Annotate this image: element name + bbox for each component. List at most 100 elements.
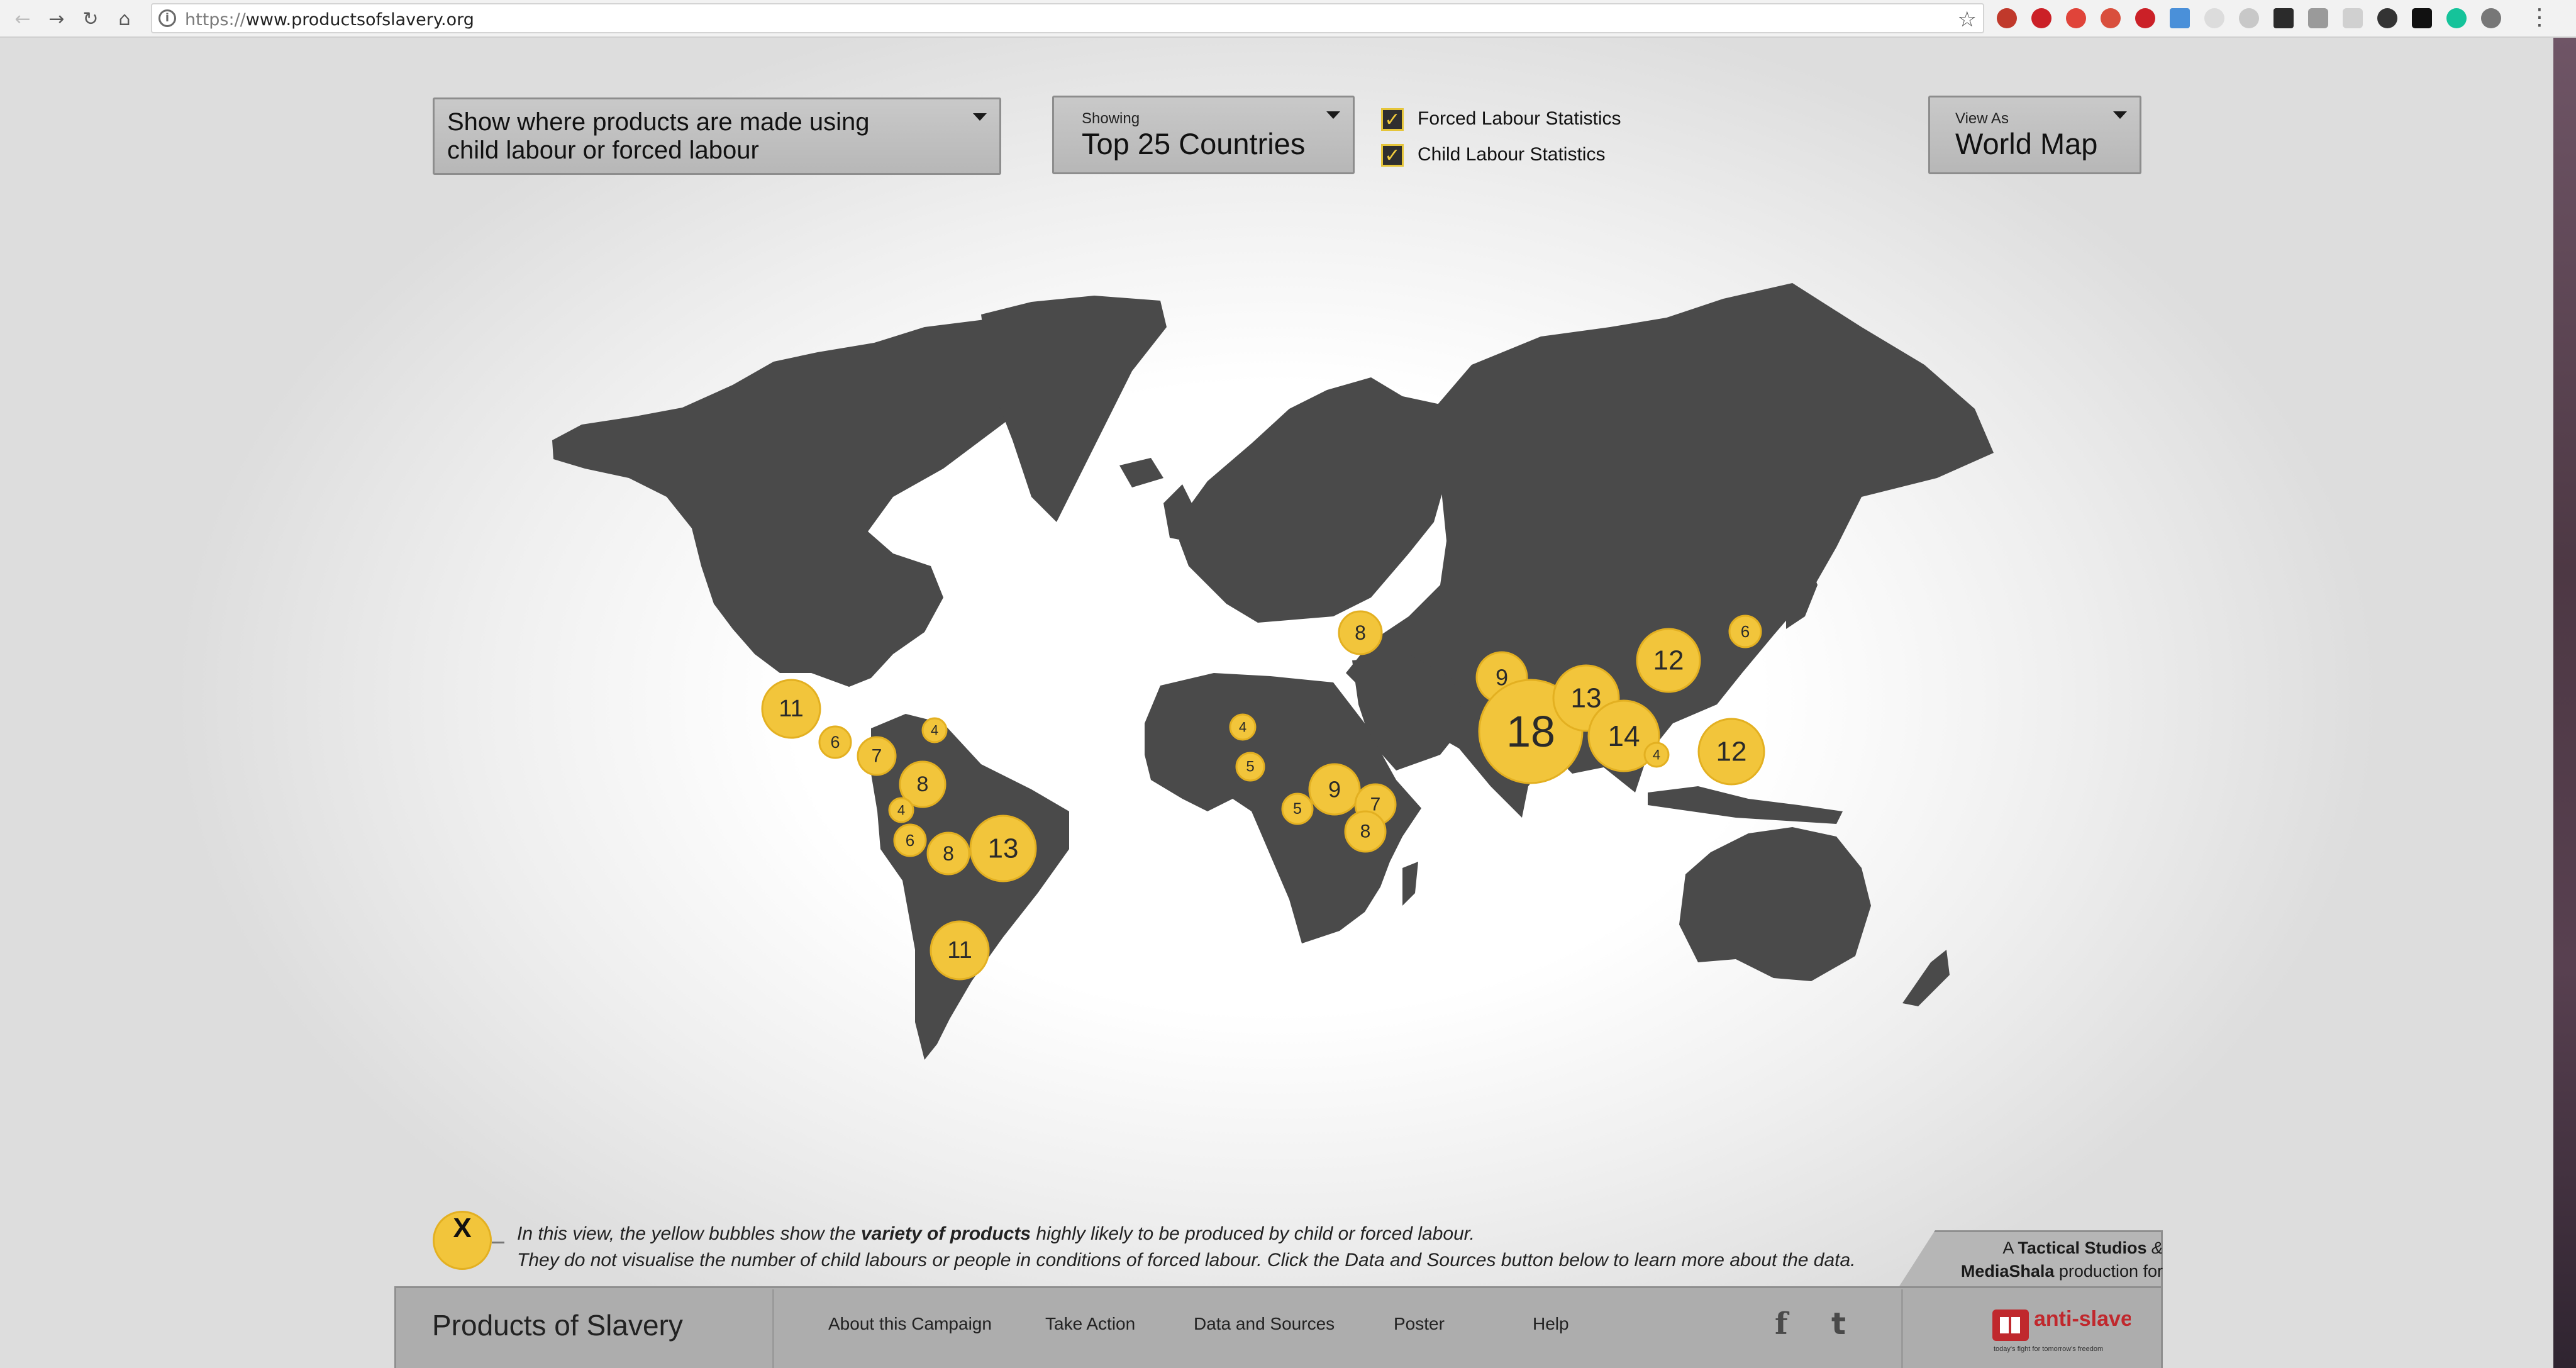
bubble-west-africa[interactable]	[1229, 713, 1257, 741]
bubble-label: 11	[779, 696, 803, 722]
reload-icon[interactable]: ↻	[82, 8, 99, 30]
bubble-label: 13	[1571, 683, 1602, 714]
view-as-dropdown[interactable]: View As World Map	[1928, 96, 2141, 174]
nav-data-and-sources[interactable]: Data and Sources	[1194, 1314, 1335, 1333]
grammarly-icon[interactable]	[2446, 8, 2467, 28]
bubble-central-africa[interactable]	[1281, 792, 1314, 825]
download-icon[interactable]	[2170, 8, 2190, 28]
twitter-icon[interactable]: t	[1831, 1306, 1846, 1342]
camera-icon[interactable]	[2343, 8, 2363, 28]
credit-text: A Tactical Studios & MediaShala producti…	[1960, 1238, 2163, 1281]
filter-dropdown[interactable]: Show where products are made using child…	[433, 97, 1001, 175]
bubble-mexico[interactable]	[761, 679, 821, 739]
arabia-shape[interactable]	[1352, 654, 1465, 770]
forward-arrow-icon[interactable]: →	[48, 8, 65, 30]
back-arrow-icon[interactable]: ←	[14, 8, 31, 30]
anti-slavery-logo[interactable]: anti-slavery today's fight for tomorrow'…	[1991, 1303, 2131, 1355]
credit-studio-1[interactable]: Tactical Studios	[2018, 1238, 2147, 1257]
browser-menu-icon[interactable]: ⋮	[2528, 4, 2551, 30]
bubble-east-africa[interactable]	[1344, 810, 1387, 853]
camera-icon[interactable]	[2308, 8, 2328, 28]
bubble-myanmar[interactable]	[1587, 699, 1660, 772]
new-zealand-shape[interactable]	[1902, 950, 1950, 1006]
credit-studio-2[interactable]: MediaShala	[1960, 1262, 2055, 1281]
europe-shape[interactable]	[1179, 377, 1446, 623]
shield-icon[interactable]	[2066, 8, 2086, 28]
japan-shape[interactable]	[1786, 553, 1818, 629]
legend-connector	[492, 1242, 504, 1243]
bird-icon[interactable]	[2273, 8, 2294, 28]
bubble-label: 5	[1246, 759, 1254, 776]
bubble-central-america[interactable]	[857, 736, 897, 776]
bubble-label: 4	[1239, 720, 1246, 735]
site-brand[interactable]: Products of Slavery	[432, 1309, 683, 1342]
legend-line-1: In this view, the yellow bubbles show th…	[517, 1223, 1475, 1244]
showing-dropdown[interactable]: Showing Top 25 Countries	[1052, 96, 1355, 174]
bubble-philippines[interactable]	[1697, 718, 1765, 786]
child-labour-checkbox[interactable]: ✓	[1381, 144, 1404, 167]
bubble-label: 4	[1653, 747, 1660, 763]
bubble-caribbean[interactable]	[921, 717, 948, 743]
bubble-bolivia[interactable]	[926, 831, 970, 876]
nav-help[interactable]: Help	[1533, 1314, 1569, 1333]
bubble-central-america[interactable]	[818, 725, 852, 759]
bubble-brazil[interactable]	[969, 815, 1037, 882]
chat-icon[interactable]	[2204, 8, 2224, 28]
browser-toolbar: ← → ↻ ⌂ i https://www.productsofslavery.…	[0, 0, 2576, 38]
forced-labour-checkbox[interactable]: ✓	[1381, 108, 1404, 131]
abp-icon[interactable]	[1997, 8, 2017, 28]
address-bar[interactable]: i https://www.productsofslavery.org ☆	[151, 3, 1984, 33]
nav-about-campaign[interactable]: About this Campaign	[828, 1314, 992, 1333]
showing-label: Showing	[1082, 110, 1140, 127]
greenland-shape[interactable]	[981, 296, 1167, 522]
bubble-ecuador[interactable]	[888, 797, 914, 823]
bubble-label: 8	[1360, 821, 1371, 842]
madagascar-shape[interactable]	[1402, 862, 1418, 906]
pinterest-icon[interactable]	[2135, 8, 2155, 28]
chevron-down-icon	[2113, 111, 2127, 119]
pinterest-icon[interactable]	[2031, 8, 2051, 28]
bubble-label: 9	[1328, 777, 1341, 803]
nav-poster[interactable]: Poster	[1394, 1314, 1445, 1333]
bubble-label: 4	[897, 803, 905, 818]
child-labour-label: Child Labour Statistics	[1418, 144, 1606, 165]
world-map[interactable]: 11 6 7 4 8 4 6 8 13 11 8 4 5 5 9 7	[516, 239, 2000, 1088]
bubble-label: 12	[1653, 645, 1684, 676]
chevron-down-icon	[973, 113, 987, 121]
bubble-west-africa[interactable]	[1235, 752, 1265, 782]
user-icon[interactable]	[2412, 8, 2432, 28]
flag-icon[interactable]	[2101, 8, 2121, 28]
bubble-turkey[interactable]	[1338, 610, 1383, 655]
bubble-china[interactable]	[1636, 628, 1701, 693]
north-america-shape[interactable]	[552, 311, 1088, 687]
profile-icon[interactable]	[2481, 8, 2501, 28]
bubble-colombia[interactable]	[899, 760, 947, 808]
desktop-edge	[2553, 38, 2576, 1368]
uk-shape[interactable]	[1163, 484, 1195, 541]
bubble-label: 4	[931, 723, 938, 738]
bubble-label: 8	[1355, 621, 1366, 644]
indonesia-shape[interactable]	[1648, 786, 1843, 824]
bubble-east-africa[interactable]	[1308, 763, 1361, 816]
bubble-label: 8	[917, 772, 929, 796]
bubble-peru[interactable]	[893, 823, 927, 857]
australia-shape[interactable]	[1679, 827, 1871, 981]
legend-bubble-icon: X	[433, 1211, 492, 1270]
filter-label-line1: Show where products are made using	[447, 108, 870, 136]
facebook-icon[interactable]: f	[1775, 1306, 1788, 1342]
home-icon[interactable]: ⌂	[118, 8, 131, 30]
south-america-shape[interactable]	[871, 714, 1069, 1060]
bubble-southeast-asia[interactable]	[1643, 742, 1670, 768]
dropbox-icon[interactable]	[2239, 8, 2259, 28]
info-icon[interactable]: i	[158, 9, 176, 27]
bubble-argentina[interactable]	[930, 920, 990, 981]
logo-text: anti-slavery	[2034, 1307, 2131, 1331]
eye-icon[interactable]	[2377, 8, 2397, 28]
filter-label-line2: child labour or forced labour	[447, 136, 759, 164]
iceland-shape[interactable]	[1119, 458, 1163, 487]
nav-take-action[interactable]: Take Action	[1045, 1314, 1136, 1333]
bookmark-star-icon[interactable]: ☆	[1957, 7, 1977, 32]
bubble-label: 7	[1370, 794, 1381, 815]
url-text[interactable]: https://www.productsofslavery.org	[185, 10, 474, 30]
bubble-north-korea[interactable]	[1728, 614, 1762, 648]
